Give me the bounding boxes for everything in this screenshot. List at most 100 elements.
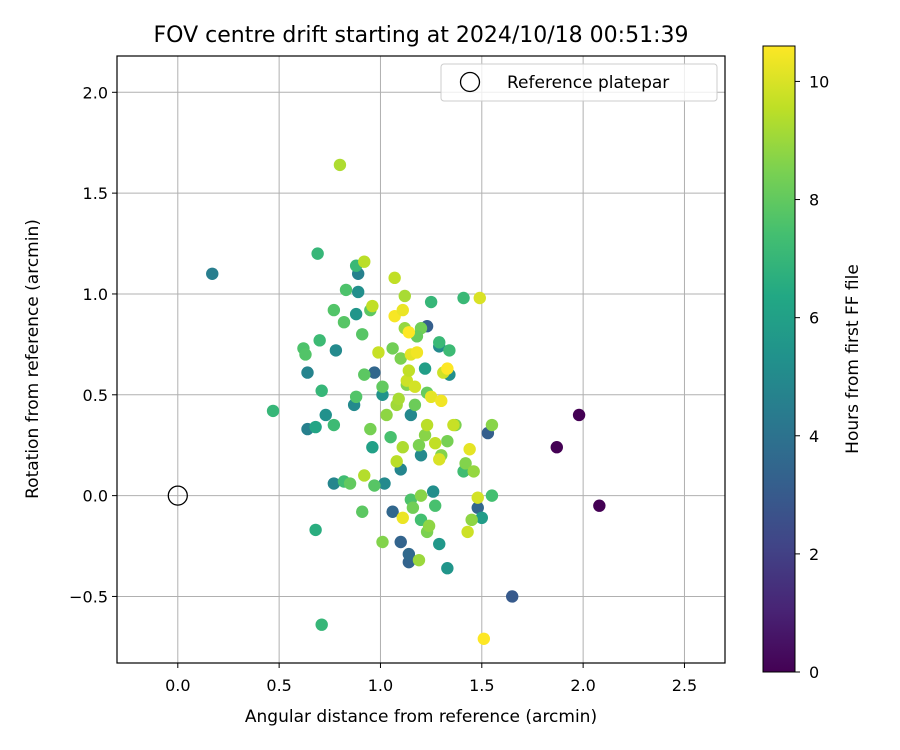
data-point <box>358 368 371 381</box>
data-point <box>433 336 446 349</box>
data-point <box>380 408 393 422</box>
data-point <box>428 499 442 512</box>
data-point <box>311 247 324 260</box>
data-point <box>315 618 328 631</box>
data-point <box>459 457 472 470</box>
grid-lines <box>117 56 725 663</box>
colorbar-tick-label: 6 <box>809 309 819 328</box>
y-axis-ticks: −0.5 0.0 0.5 1.0 1.5 2.0 <box>69 83 117 606</box>
data-point <box>343 477 357 490</box>
data-point <box>337 315 351 329</box>
y-tick-label: −0.5 <box>69 587 108 606</box>
data-point <box>402 364 416 377</box>
data-point <box>408 380 422 393</box>
data-point <box>441 562 454 575</box>
data-point <box>327 477 341 490</box>
x-axis-label: Angular distance from reference (arcmin) <box>245 707 597 727</box>
data-point <box>506 590 519 603</box>
x-axis-ticks: 0.0 0.5 1.0 1.5 2.0 2.5 <box>165 663 697 695</box>
data-point <box>402 326 416 339</box>
data-point <box>351 285 365 299</box>
data-point <box>485 489 499 502</box>
data-point <box>266 404 280 418</box>
data-point <box>550 441 563 454</box>
data-point <box>412 439 426 452</box>
data-point <box>408 398 422 412</box>
data-point <box>420 418 434 432</box>
legend-marker <box>459 71 481 93</box>
y-tick-label: 0.5 <box>83 386 108 405</box>
data-point <box>475 511 488 525</box>
data-point <box>435 394 448 408</box>
data-point <box>364 422 377 436</box>
data-point <box>428 436 442 450</box>
data-point <box>433 453 446 466</box>
data-point <box>457 291 470 305</box>
data-point <box>433 537 446 551</box>
data-point <box>443 344 456 357</box>
x-tick-label: 0.0 <box>165 676 190 695</box>
x-tick-label: 2.5 <box>672 676 697 695</box>
colorbar <box>762 45 796 673</box>
data-point <box>366 441 379 454</box>
reference-platepar-marker <box>167 485 188 506</box>
data-point <box>372 346 385 359</box>
data-point <box>358 255 371 268</box>
data-point <box>426 485 440 498</box>
y-axis-label: Rotation from reference (arcmin) <box>23 219 43 499</box>
data-point <box>301 366 314 379</box>
data-point <box>384 430 397 444</box>
data-point <box>329 344 343 357</box>
legend-box <box>440 63 718 102</box>
data-point <box>390 455 403 468</box>
data-point <box>315 384 328 397</box>
data-point <box>396 511 409 525</box>
data-point <box>356 328 369 341</box>
data-point <box>410 346 424 359</box>
data-point <box>394 352 407 365</box>
data-point <box>376 535 389 549</box>
data-point <box>424 390 438 404</box>
data-point <box>366 299 379 313</box>
data-point <box>441 434 454 448</box>
data-point <box>477 632 491 646</box>
plot-frame <box>116 55 726 664</box>
data-point <box>368 366 381 379</box>
data-point <box>414 489 428 502</box>
data-points <box>206 158 606 646</box>
data-point <box>386 342 399 355</box>
x-tick-label: 1.0 <box>368 676 393 695</box>
data-point <box>333 158 347 172</box>
data-point <box>327 303 341 317</box>
data-point <box>593 499 606 512</box>
data-point <box>414 449 428 462</box>
data-point <box>461 525 474 539</box>
data-point <box>309 523 322 537</box>
data-point <box>398 289 411 303</box>
data-point <box>376 380 389 393</box>
colorbar-tick-label: 0 <box>809 663 819 682</box>
data-point <box>485 418 499 432</box>
data-point <box>473 291 486 305</box>
y-tick-label: 1.5 <box>83 184 108 203</box>
legend: Reference platepar <box>440 63 718 102</box>
data-point <box>349 390 363 404</box>
data-point <box>319 408 332 422</box>
chart-title: FOV centre drift starting at 2024/10/18 … <box>154 23 689 48</box>
y-tick-label: 1.0 <box>83 285 108 304</box>
data-point <box>572 408 586 422</box>
data-point <box>368 479 381 492</box>
x-tick-label: 1.5 <box>469 676 494 695</box>
data-point <box>441 362 454 375</box>
data-point <box>424 295 438 309</box>
data-point <box>412 553 426 567</box>
colorbar-tick-label: 8 <box>809 191 819 210</box>
data-point <box>404 408 418 422</box>
data-point <box>402 547 416 561</box>
colorbar-tick-label: 2 <box>809 545 819 564</box>
data-point <box>396 303 409 317</box>
data-point <box>339 283 353 297</box>
colorbar-ticks: 0 2 4 6 8 10 <box>795 72 829 682</box>
data-point <box>386 505 399 518</box>
